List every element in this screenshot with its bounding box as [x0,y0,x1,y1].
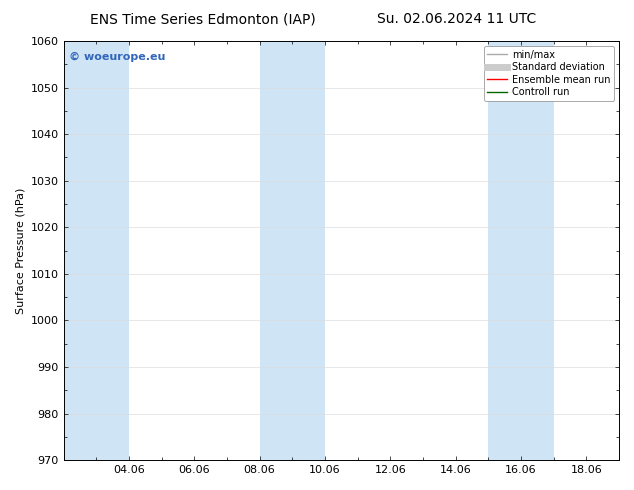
Text: © woeurope.eu: © woeurope.eu [69,51,165,62]
Bar [63,41,129,460]
Text: ENS Time Series Edmonton (IAP): ENS Time Series Edmonton (IAP) [90,12,316,26]
Y-axis label: Surface Pressure (hPa): Surface Pressure (hPa) [15,187,25,314]
Legend: min/max, Standard deviation, Ensemble mean run, Controll run: min/max, Standard deviation, Ensemble me… [484,46,614,101]
Text: Su. 02.06.2024 11 UTC: Su. 02.06.2024 11 UTC [377,12,536,26]
Bar [488,41,553,460]
Bar [259,41,325,460]
